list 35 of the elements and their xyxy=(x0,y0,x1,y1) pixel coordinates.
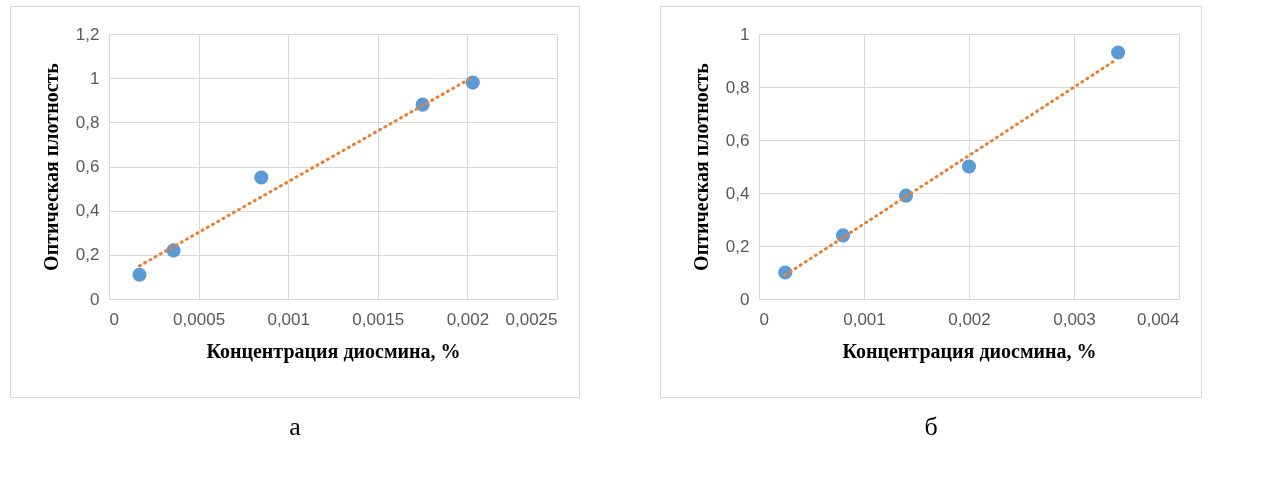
x-tick-label: 0,001 xyxy=(267,309,310,329)
y-tick-label: 0,4 xyxy=(725,183,750,203)
x-tick-label: 0,0005 xyxy=(173,309,226,329)
y-axis-title: Оптическая плотность xyxy=(689,62,712,271)
x-tick-label: 0,0015 xyxy=(352,309,405,329)
y-tick-label: 1,2 xyxy=(75,24,100,44)
point xyxy=(961,159,977,174)
x-tick-label: 0,002 xyxy=(446,309,490,329)
y-tick-label: 1 xyxy=(740,24,750,44)
y-tick-label: 0,8 xyxy=(75,112,100,132)
y-tick-label: 0,6 xyxy=(725,130,750,150)
x-tick-label: 0,003 xyxy=(1053,309,1096,329)
y-tick-label: 1 xyxy=(90,68,100,88)
y-tick-label: 0,8 xyxy=(725,77,750,97)
x-tick-label: 0 xyxy=(759,309,769,329)
x-tick-label: 0,0025 xyxy=(505,309,558,329)
x-tick-label: 0,002 xyxy=(948,309,991,329)
y-tick-label: 0 xyxy=(90,289,100,309)
point xyxy=(465,75,480,90)
y-tick-label: 0,6 xyxy=(75,157,100,176)
x-axis-title: Концентрация диосмина, % xyxy=(206,339,461,363)
x-axis-title: Концентрация диосмина, % xyxy=(842,339,1097,363)
y-tick-label: 0,2 xyxy=(75,245,100,265)
point xyxy=(1111,45,1126,60)
x-tick-label: 0,001 xyxy=(843,309,886,329)
point xyxy=(132,267,147,282)
x-tick-label: 0 xyxy=(109,309,119,329)
y-axis-title: Оптическая плотность xyxy=(39,62,62,271)
text: б xyxy=(924,412,938,442)
y-tick-label: 0,4 xyxy=(75,201,100,221)
text: а xyxy=(289,412,301,442)
x-tick-label: 0,004 xyxy=(1136,309,1180,329)
y-tick-label: 0 xyxy=(740,289,750,309)
y-tick-label: 0,2 xyxy=(725,236,750,256)
point xyxy=(254,170,269,185)
